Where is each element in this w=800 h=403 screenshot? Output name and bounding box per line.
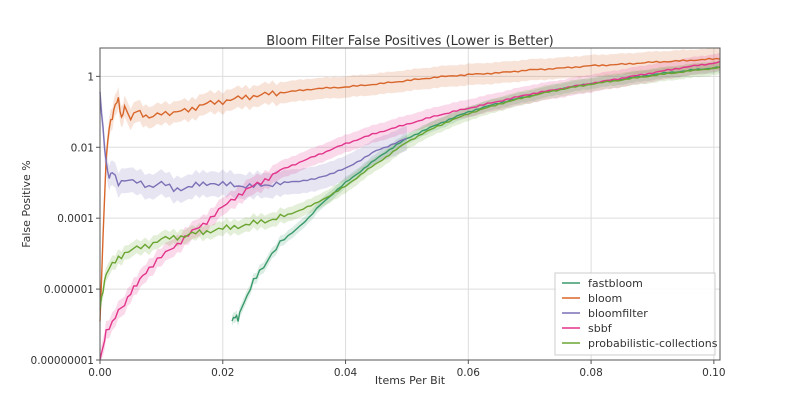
legend-label-probabilistic-collections: probabilistic-collections [588,337,718,350]
y-axis-label: False Positive % [20,160,33,247]
series-line-bloomfilter [99,91,408,193]
legend-label-fastbloom: fastbloom [588,277,643,290]
y-tick-label: 0.0001 [57,213,94,225]
y-tick-label: 1 [87,71,94,83]
legend-label-bloom: bloom [588,292,622,305]
plot-frame [99,47,721,361]
y-tick-label: 0.00000001 [31,355,94,367]
legend: fastbloom bloom bloomfilter sbbf probabilist… [554,272,718,356]
legend-label-sbbf: sbbf [588,322,613,335]
x-tick-label: 0.06 [457,367,481,379]
x-tick-label: 0.08 [579,367,602,379]
legend-box [554,272,716,356]
series-line-bloom [99,57,721,322]
x-tick-label: 0.04 [334,367,358,379]
series-line-probabilistic-collections [99,66,721,310]
y-axis-ticks: 1 0.01 0.0001 0.000001 0.00000001 [31,71,100,367]
band-fastbloom [232,61,720,327]
x-tick-label: 0.00 [88,367,111,379]
x-axis-ticks: 0.00 0.02 0.04 0.06 0.08 0.10 [88,360,726,379]
y-tick-label: 0.000001 [44,284,94,296]
y-tick-label: 0.01 [71,142,94,154]
x-tick-label: 0.02 [211,367,234,379]
x-tick-label: 0.10 [702,367,725,379]
chart-title: Bloom Filter False Positives (Lower is B… [266,34,554,49]
series-line-sbbf [99,60,721,361]
legend-label-bloomfilter: bloomfilter [588,307,648,320]
band-bloomfilter [100,79,407,204]
x-axis-label: Items Per Bit [375,374,446,387]
series-lines [99,57,721,361]
